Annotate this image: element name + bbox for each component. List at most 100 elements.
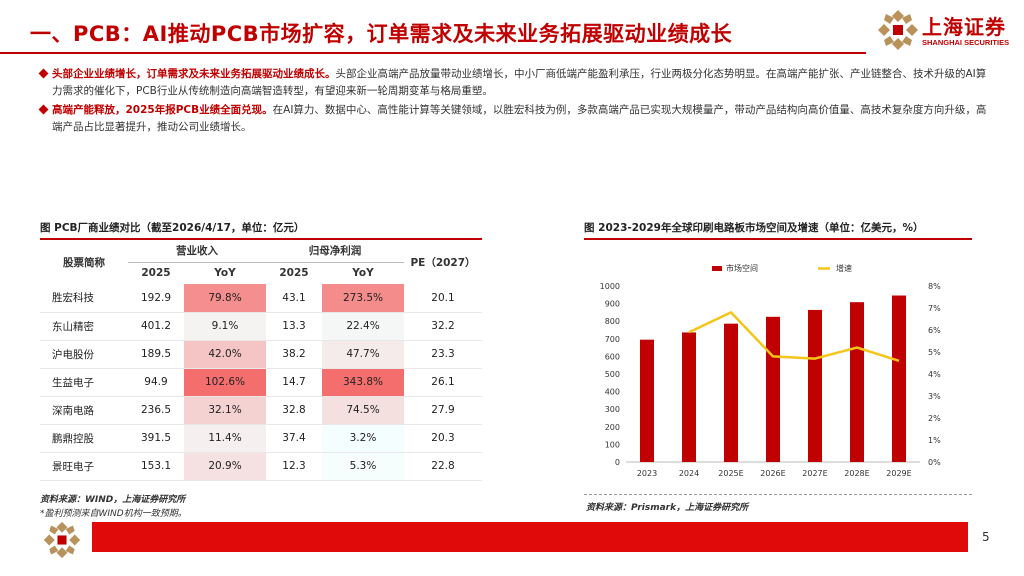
bar-market-size — [766, 316, 780, 462]
y-tick-label: 100 — [605, 440, 620, 449]
pcb-market-chart: 0 100 200 300 400 500 600 700 800 900 1000 0% 1% 2% 3%… — [600, 263, 941, 478]
bar-market-size — [640, 339, 654, 462]
cell-revenue: 401.2 — [128, 312, 184, 341]
y-tick-label: 500 — [605, 370, 620, 379]
pcb-comparison-table-panel: 图 PCB厂商业绩对比（截至2026/4/17，单位：亿元） 股票简称 营业收入… — [40, 220, 482, 481]
footer-logo-icon — [43, 521, 81, 559]
bullet-diamond-icon — [38, 104, 49, 115]
cell-revenue: 236.5 — [128, 396, 184, 425]
y-tick-label: 400 — [605, 388, 620, 397]
pcb-comparison-table: 股票简称 营业收入 归母净利润 PE（2027） 2025 YoY 2025 Y… — [40, 240, 482, 481]
bar-market-size — [682, 332, 696, 462]
cell-revenue-yoy: 42.0% — [184, 340, 266, 369]
slide-header: 一、PCB：AI推动PCB市场扩容，订单需求及未来业务拓展驱动业绩成长 上海证券… — [0, 0, 1024, 64]
cell-net-profit: 38.2 — [266, 340, 322, 369]
table-caption-rule — [40, 238, 482, 240]
cell-net-profit: 43.1 — [266, 284, 322, 313]
cell-pe: 20.1 — [404, 284, 482, 313]
cell-revenue-yoy: 102.6% — [184, 368, 266, 397]
cell-net-profit: 14.7 — [266, 368, 322, 397]
cell-net-profit: 12.3 — [266, 452, 322, 481]
chart-title-rule — [584, 238, 972, 240]
table-source: 资料来源：WIND，上海证券研究所 — [40, 495, 186, 505]
cell-net-profit: 37.4 — [266, 424, 322, 453]
table-row: 东山精密 401.2 9.1% 13.3 22.4% 32.2 — [40, 312, 482, 341]
y2-tick-label: 6% — [928, 326, 941, 335]
table-row: 沪电股份 189.5 42.0% 38.2 47.7% 23.3 — [40, 340, 482, 369]
subheader-revenue-yoy: YoY — [214, 267, 236, 280]
cell-net-profit-yoy: 74.5% — [322, 396, 404, 425]
subheader-revenue-year: 2025 — [141, 267, 171, 280]
x-tick-label: 2029E — [886, 469, 911, 478]
bar-market-size — [850, 302, 864, 462]
y-tick-label: 800 — [605, 317, 620, 326]
y2-tick-label: 0% — [928, 458, 941, 467]
y2-tick-label: 5% — [928, 348, 941, 357]
y2-tick-label: 2% — [928, 414, 941, 423]
name: 沪电股份 — [40, 340, 128, 369]
x-tick-label: 2024 — [679, 469, 699, 478]
cell-net-profit-yoy: 5.3% — [322, 452, 404, 481]
bullet-1: 头部企业业绩增长，订单需求及未来业务拓展驱动业绩成长。头部企业高端产品放量带动业… — [38, 66, 990, 100]
slide-title: 一、PCB：AI推动PCB市场扩容，订单需求及未来业务拓展驱动业绩成长 — [30, 22, 733, 46]
y-tick-label: 600 — [605, 352, 620, 361]
logo-emblem-icon — [878, 10, 918, 50]
logo-english-name: SHANGHAI SECURITIES — [922, 38, 1010, 47]
x-tick-label: 2027E — [802, 469, 827, 478]
x-tick-label: 2028E — [844, 469, 869, 478]
bar-market-size — [892, 295, 906, 462]
cell-pe: 23.3 — [404, 340, 482, 369]
header-stock-name: 股票简称 — [63, 256, 105, 269]
line-growth-rate — [688, 311, 900, 362]
table-body: 胜宏科技 192.9 79.8% 43.1 273.5% 20.1 东山精密 401.2 9.1… — [40, 284, 482, 481]
y2-tick-label: 7% — [928, 304, 941, 313]
name: 深南电路 — [40, 396, 128, 425]
y-tick-label: 300 — [605, 405, 620, 414]
chart-source: 资料来源：Prismark，上海证券研究所 — [586, 503, 749, 513]
cell-pe: 27.9 — [404, 396, 482, 425]
y-tick-label: 200 — [605, 423, 620, 432]
table-caption: 图 PCB厂商业绩对比（截至2026/4/17，单位：亿元） — [40, 222, 305, 234]
bullet-1-text: 头部企业高端产品放量带动业绩增长，中小厂商低端产能盈利承压，行业两极分化态势明显… — [52, 68, 987, 97]
table-row: 深南电路 236.5 32.1% 32.8 74.5% 27.9 — [40, 396, 482, 425]
bar-market-size — [808, 309, 822, 462]
table-row: 生益电子 94.9 102.6% 14.7 343.8% 26.1 — [40, 368, 482, 397]
y-tick-label: 700 — [605, 335, 620, 344]
bullet-diamond-icon — [38, 68, 49, 79]
y-tick-label: 900 — [605, 300, 620, 309]
cell-revenue: 94.9 — [128, 368, 184, 397]
bullet-2-highlight: 高端产能释放，2025年报PCB业绩全面兑现。 — [52, 104, 273, 116]
cell-revenue-yoy: 20.9% — [184, 452, 266, 481]
x-tick-label: 2026E — [760, 469, 785, 478]
name: 鹏鼎控股 — [40, 424, 128, 453]
cell-revenue: 153.1 — [128, 452, 184, 481]
cell-revenue: 391.5 — [128, 424, 184, 453]
title-underline — [0, 52, 866, 54]
y2-tick-label: 4% — [928, 370, 941, 379]
cell-pe: 32.2 — [404, 312, 482, 341]
footer-bar — [92, 522, 968, 552]
cell-revenue-yoy: 9.1% — [184, 312, 266, 341]
cell-pe: 20.3 — [404, 424, 482, 453]
cell-net-profit-yoy: 273.5% — [322, 284, 404, 313]
bullet-2-text: 在AI算力、数据中心、高性能计算等关键领域，以胜宏科技为例，多款高端产品已实现大… — [52, 104, 987, 133]
x-tick-label: 2023 — [637, 469, 657, 478]
cell-revenue-yoy: 11.4% — [184, 424, 266, 453]
y2-tick-label: 1% — [928, 436, 941, 445]
page-number: 5 — [982, 530, 990, 544]
cell-net-profit-yoy: 343.8% — [322, 368, 404, 397]
y-tick-label: 1000 — [600, 282, 620, 291]
cell-net-profit-yoy: 22.4% — [322, 312, 404, 341]
name: 生益电子 — [40, 368, 128, 397]
company-logo: 上海证券 SHANGHAI SECURITIES — [878, 8, 1018, 52]
cell-revenue-yoy: 79.8% — [184, 284, 266, 313]
chart-source-rule — [584, 494, 972, 495]
cell-revenue: 192.9 — [128, 284, 184, 313]
name: 景旺电子 — [40, 452, 128, 481]
table-row: 胜宏科技 192.9 79.8% 43.1 273.5% 20.1 — [40, 284, 482, 313]
subheader-profit-year: 2025 — [279, 267, 309, 280]
name: 东山精密 — [40, 312, 128, 341]
table-row: 景旺电子 153.1 20.9% 12.3 5.3% 22.8 — [40, 452, 482, 481]
cell-net-profit: 32.8 — [266, 396, 322, 425]
cell-revenue: 189.5 — [128, 340, 184, 369]
